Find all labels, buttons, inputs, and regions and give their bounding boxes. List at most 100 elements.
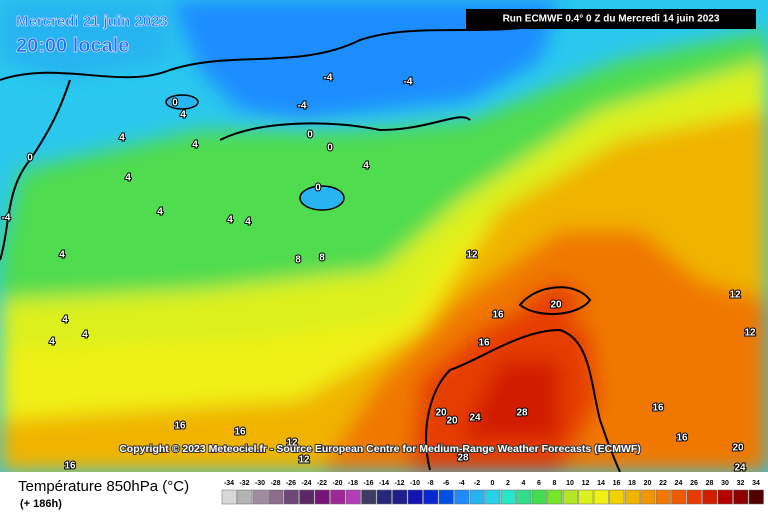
legend-swatch bbox=[562, 489, 578, 505]
contour-label: 4 bbox=[82, 330, 88, 341]
legend-swatch bbox=[252, 489, 268, 505]
legend-tick-label: -8 bbox=[427, 480, 433, 487]
contour-label: -4 bbox=[298, 101, 307, 112]
contour-label: 4 bbox=[363, 161, 369, 172]
contour-label: 4 bbox=[125, 173, 131, 184]
contour-label: 8 bbox=[295, 255, 301, 266]
contour-label: 0 bbox=[27, 153, 33, 164]
legend-tick-label: 10 bbox=[566, 480, 574, 487]
legend-tick-label: -18 bbox=[348, 480, 358, 487]
legend-swatch bbox=[547, 489, 563, 505]
temperature-field bbox=[0, 0, 768, 473]
legend-tick-label: -4 bbox=[458, 480, 464, 487]
legend-tick-label: -6 bbox=[443, 480, 449, 487]
legend-swatch bbox=[686, 489, 702, 505]
legend-tick-label: 20 bbox=[644, 480, 652, 487]
contour-label: 28 bbox=[457, 453, 469, 464]
contour-label: 4 bbox=[62, 315, 68, 326]
contour-label: 8 bbox=[319, 253, 325, 264]
legend-swatch bbox=[237, 489, 253, 505]
contour-label: 4 bbox=[192, 140, 198, 151]
contour-label: 4 bbox=[49, 337, 55, 348]
footer-lead: (+ 186h) bbox=[20, 498, 62, 510]
contour-label: 0 bbox=[172, 98, 178, 109]
legend-tick-label: 26 bbox=[690, 480, 698, 487]
legend-tick-label: 16 bbox=[613, 480, 621, 487]
contour-label: 0 bbox=[307, 130, 313, 141]
contour-label: 16 bbox=[234, 427, 246, 438]
color-legend: -34 -32 -30 -28 -26 -24 -22 -20 -18 -16 -14 -12 -10-… bbox=[221, 480, 764, 505]
legend-tick-label: 22 bbox=[659, 480, 667, 487]
legend-tick-label: 32 bbox=[737, 480, 745, 487]
contour-label: 0 bbox=[327, 143, 333, 154]
legend-tick-label: -26 bbox=[286, 480, 296, 487]
legend-swatch bbox=[485, 489, 501, 505]
contour-label: 20 bbox=[550, 300, 562, 311]
legend-tick-label: 30 bbox=[721, 480, 729, 487]
legend-swatch bbox=[717, 489, 733, 505]
legend-tick-label: 6 bbox=[537, 480, 541, 487]
legend-swatch bbox=[500, 489, 516, 505]
legend-swatch bbox=[407, 489, 423, 505]
contour-label: -4 bbox=[404, 77, 413, 88]
contour-label: 16 bbox=[652, 403, 664, 414]
contour-label: 4 bbox=[157, 207, 163, 218]
legend-tick-label: -10 bbox=[410, 480, 420, 487]
legend-swatch bbox=[268, 489, 284, 505]
legend-swatch bbox=[516, 489, 532, 505]
contour-label: 24 bbox=[734, 463, 746, 474]
contour-label: 16 bbox=[478, 338, 490, 349]
legend-swatch bbox=[454, 489, 470, 505]
legend-swatch bbox=[531, 489, 547, 505]
legend-swatch bbox=[283, 489, 299, 505]
run-info: Run ECMWF 0.4° 0 Z du Mercredi 14 juin 2… bbox=[503, 14, 720, 25]
legend-swatch bbox=[624, 489, 640, 505]
legend-tick-label: 2 bbox=[506, 480, 510, 487]
legend-swatch bbox=[361, 489, 377, 505]
contour-label: 4 bbox=[245, 217, 251, 228]
contour-label: 12 bbox=[286, 438, 298, 449]
contour-label: 16 bbox=[492, 310, 504, 321]
legend-tick-label: -20 bbox=[332, 480, 342, 487]
legend-swatch bbox=[671, 489, 687, 505]
legend-tick-label: 34 bbox=[752, 480, 760, 487]
legend-tick-label: 4 bbox=[522, 480, 526, 487]
contour-label: -4 bbox=[324, 73, 333, 84]
legend-swatch bbox=[376, 489, 392, 505]
footer-title: Température 850hPa (°C) bbox=[18, 478, 189, 495]
legend-tick-label: -22 bbox=[317, 480, 327, 487]
legend-tick-label: 12 bbox=[582, 480, 590, 487]
legend-tick-label: -2 bbox=[474, 480, 480, 487]
contour-label: -4 bbox=[2, 213, 11, 224]
legend-swatch bbox=[314, 489, 330, 505]
contour-label: 4 bbox=[59, 250, 65, 261]
legend-swatch bbox=[593, 489, 609, 505]
contour-label: 20 bbox=[732, 443, 744, 454]
contour-label: 20 bbox=[446, 416, 458, 427]
legend-swatch bbox=[299, 489, 315, 505]
legend-swatch bbox=[578, 489, 594, 505]
contour-label: 12 bbox=[744, 328, 756, 339]
legend-swatch bbox=[609, 489, 625, 505]
legend-tick-label: 28 bbox=[706, 480, 714, 487]
legend-tick-label: -24 bbox=[301, 480, 311, 487]
legend-tick-label: 24 bbox=[675, 480, 683, 487]
forecast-time: 20:00 locale bbox=[16, 35, 129, 57]
legend-swatch bbox=[438, 489, 454, 505]
contour-label: 24 bbox=[469, 413, 481, 424]
legend-swatch bbox=[748, 489, 764, 505]
legend-tick-label: -28 bbox=[270, 480, 280, 487]
forecast-date: Mercredi 21 juin 2023 bbox=[16, 13, 168, 30]
contour-label: 4 bbox=[227, 215, 233, 226]
legend-tick-label: -30 bbox=[255, 480, 265, 487]
run-box bbox=[466, 9, 756, 29]
contour-label: 16 bbox=[174, 421, 186, 432]
contour-label: 16 bbox=[64, 461, 76, 472]
legend-swatch bbox=[392, 489, 408, 505]
legend-swatch bbox=[469, 489, 485, 505]
contour-label: 12 bbox=[729, 290, 741, 301]
legend-swatch bbox=[221, 489, 237, 505]
contour-label: 12 bbox=[466, 250, 478, 261]
contour-label: 12 bbox=[298, 455, 310, 466]
